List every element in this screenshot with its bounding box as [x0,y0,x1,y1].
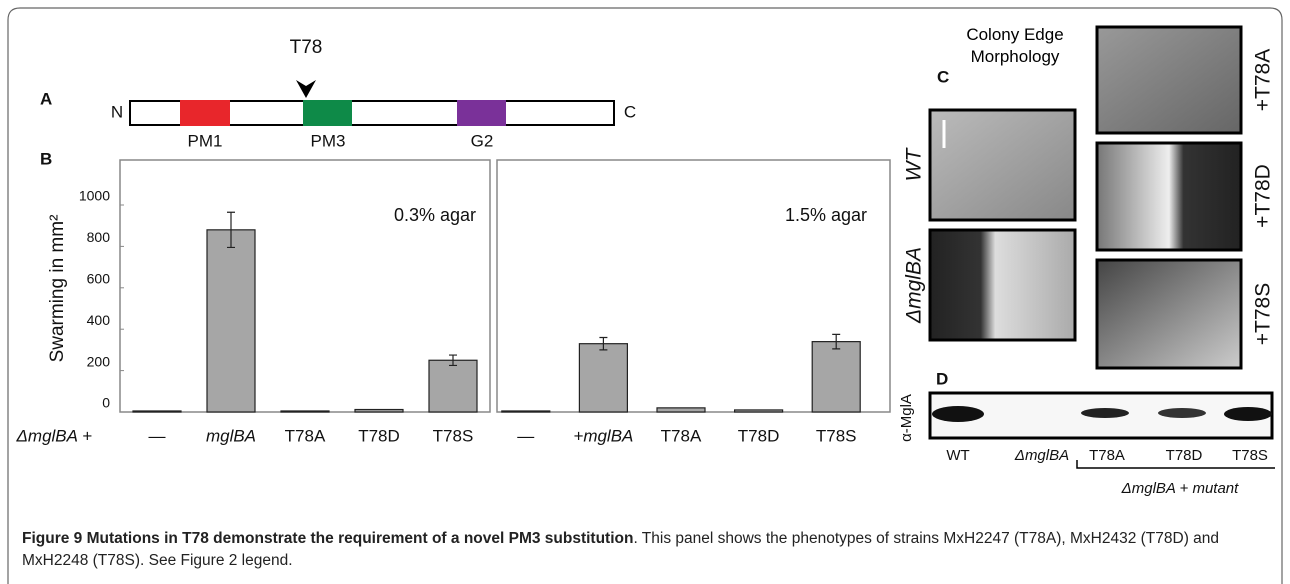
blot-band [1158,408,1206,418]
annotation: 0.3% agar [394,205,476,225]
bar [735,410,783,412]
lane-label: T78A [1089,447,1125,464]
blot-band [1224,407,1272,421]
antibody-label: α-MglA [898,394,915,442]
bar [502,411,550,412]
caption: Figure 9 Mutations in T78 demonstrate th… [22,528,1272,572]
bar [579,344,627,412]
lane-label: WT [946,447,969,464]
panel-letter: A [40,89,52,108]
y-tick-label: 400 [87,312,111,328]
x-tick-label: mglBA [206,426,256,445]
image-label: ΔmglBA [903,247,926,324]
micrograph [1097,260,1241,368]
domain-pm3 [303,100,352,126]
n-term: N [111,102,123,121]
bar [812,342,860,412]
blot-band [932,406,984,422]
image-heading: Colony Edge Morphology [945,24,1085,68]
x-tick-label: T78D [358,426,400,445]
bar [657,408,705,412]
blot-band [1081,408,1129,418]
bracket-label: ΔmglBA + mutant [1121,480,1239,497]
image-label: +T78A [1252,49,1275,111]
panel-letter: B [40,149,52,168]
domain-label: PM1 [188,131,223,150]
site-arrow [296,80,316,98]
lane-label: T78S [1232,447,1268,464]
bar [355,410,403,412]
image-label: WT [903,147,926,182]
x-tick-label: T78A [285,426,326,445]
x-tick-label: T78S [816,426,857,445]
lane-label: ΔmglBA [1014,447,1069,464]
y-tick-label: 800 [87,229,111,245]
y-tick-label: 1000 [79,188,110,204]
figure-art: A N C T78 PM1 PM3 G2 B ΔmglBA + C Colony… [0,0,1290,584]
panel-letter: D [936,369,948,388]
c-term: C [624,102,636,121]
micrograph [930,110,1075,220]
site-label: T78 [290,37,323,58]
x-tick-label: +mglBA [573,426,633,445]
lane-label: T78D [1166,447,1203,464]
caption-label: Figure 9 Mutations in T78 demonstrate th… [22,530,633,547]
x-tick-label: T78S [433,426,474,445]
y-axis-label: Swarming in mm² [47,215,68,363]
micrograph [1097,143,1241,250]
annotation: 1.5% agar [785,205,867,225]
image-label: +T78D [1252,164,1275,228]
y-tick-label: 0 [102,395,110,411]
bar [133,411,181,412]
bar [281,411,329,412]
heading-box: Colony Edge Morphology [945,24,1085,94]
image-label: +T78S [1252,283,1275,345]
domain-label: PM3 [311,131,346,150]
x-tick-label: — [517,426,534,445]
x-tick-label: T78D [738,426,780,445]
y-tick-label: 600 [87,271,111,287]
x-tick-label: T78A [661,426,702,445]
frame [8,8,1282,584]
bar [429,360,477,412]
micrograph [930,230,1075,340]
prefix-label: ΔmglBA + [16,426,93,445]
domain-pm1 [180,100,230,126]
micrograph [1097,27,1241,133]
domain-label: G2 [471,131,494,150]
y-tick-label: 200 [87,353,111,369]
x-tick-label: — [149,426,166,445]
figure: A N C T78 PM1 PM3 G2 B ΔmglBA + C Colony… [0,0,1290,584]
bar [207,230,255,412]
domain-g2 [457,100,506,126]
